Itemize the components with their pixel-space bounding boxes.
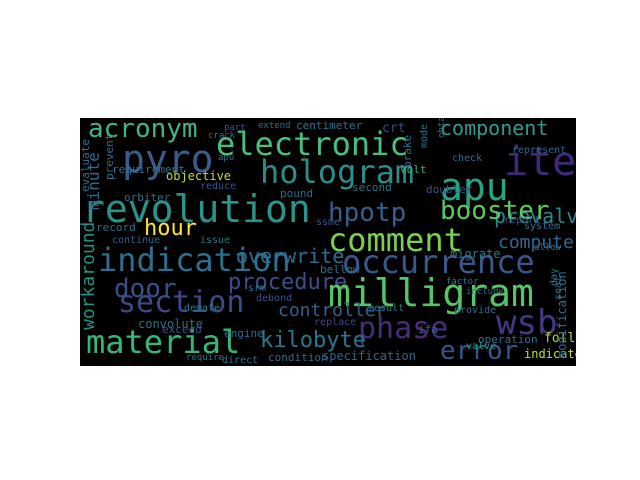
word-system: system [524,221,561,232]
word-procedure: procedure [228,270,348,295]
word-pyro: pyro [122,137,214,181]
word-convolute: convolute [138,317,204,331]
word-operation: operation [478,333,538,346]
word-ifa: ifa [418,323,438,336]
word-booster: booster [440,196,550,226]
word-doubler: doubler [426,183,473,196]
word-check: check [452,153,483,164]
word-phase: phase [358,311,449,346]
word-second: second [352,181,392,194]
word-crack: crack [208,131,236,141]
word-represent: represent [512,145,567,156]
word-component: component [440,118,549,140]
word-occurrence: occurrence [342,243,535,281]
word-extend: extend [258,121,291,131]
word-indication: indication [98,241,291,279]
word-apu: apu [218,153,235,163]
word-follow: follow [544,331,576,346]
word-workaround: workaround [80,221,99,330]
word-specification: specification [322,349,416,363]
word-orbiter: orbiter [124,191,171,204]
word-condition: condition [268,351,328,364]
word-obtain: obtain [437,118,447,138]
word-revolution: revolution [82,187,311,231]
word-hologram: hologram [260,153,415,191]
word-requirement: requirement [112,163,185,176]
word-report: report [504,215,541,226]
word-material: material [86,323,241,361]
word-record: record [96,221,136,234]
word-kilobyte: kilobyte [260,328,366,353]
word-prevent: prevent [103,133,116,180]
word-objective: objective [166,169,232,183]
word-require: require [186,353,224,363]
word-prevalve: prevalve [494,204,576,228]
word-migrate: migrate [450,247,501,261]
word-electronic: electronic [216,125,409,163]
word-demate: demate [184,303,221,314]
word-computer: computer [498,232,576,253]
word-comment: comment [328,221,463,259]
word-error: error [440,336,519,366]
word-provide: provide [454,305,497,316]
word-brake: brake [401,134,414,168]
word-continue: continue [112,235,161,246]
word-mode: mode [419,123,430,148]
word-replace: replace [314,317,357,328]
word-result: result [368,303,405,314]
word-reduce: reduce [200,181,237,192]
word-direct: direct [222,355,259,366]
word-acronym: acronym [88,118,198,144]
word-srm: srm [248,283,267,294]
word-part: part [224,123,246,133]
word-section: section [118,285,245,320]
word-overwrite: overwrite [236,244,345,268]
word-cloud: acronym electronic component pyro hologram it… [80,118,576,366]
word-issue: issue [200,235,231,246]
word-include: include [466,287,504,297]
word-exceed: exceed [162,323,202,336]
word-controller: controller [278,300,387,321]
word-engine: engine [224,327,264,340]
word-factor: factor [446,277,479,287]
word-evaluate: evaluate [80,139,92,192]
word-allow: allow [534,243,562,253]
word-indicate: indicate [524,347,576,361]
word-volt: volt [400,163,427,176]
word-ssme: ssme [316,217,341,228]
word-item: item [504,139,576,185]
word-debond: debond [256,293,293,304]
word-milligram: milligram [328,271,534,315]
word-seal: seal [553,275,564,300]
word-apu: apu [440,165,509,209]
word-bellow: bellow [320,263,360,276]
word-crt: crt [382,121,406,136]
word-centimeter: centimeter [296,119,363,132]
word-valve: valve [466,341,497,352]
word-hour: hour [144,216,197,241]
word-pound: pound [280,187,314,200]
word-wsb: wsb [496,303,558,343]
word-door: door [114,274,177,304]
word-hpotp: hpotp [328,198,407,228]
